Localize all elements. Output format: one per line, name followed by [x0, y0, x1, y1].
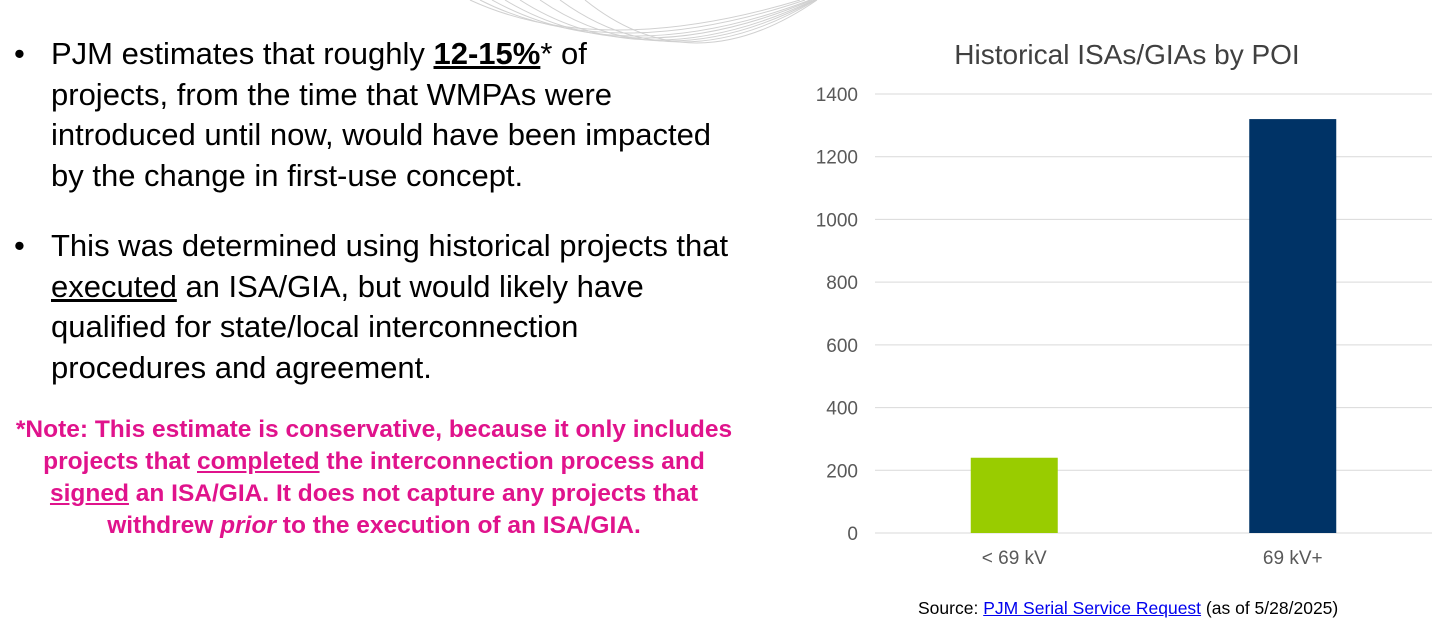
source-link[interactable]: PJM Serial Service Request [983, 598, 1202, 618]
bullet-dot: • [14, 36, 25, 71]
y-tick-label: 400 [826, 399, 858, 420]
isa-gia-bar-chart: Historical ISAs/GIAs by POI 0 200 400 600 80… [816, 39, 1432, 569]
estimate-percentage: 12-15% [433, 36, 541, 71]
bullet-method-text-end: an ISA/GIA, but would likely have qualif… [51, 268, 644, 385]
y-tick-label: 1400 [816, 85, 858, 106]
bullet-method: • This was determined using historical p… [14, 226, 734, 388]
note-emphasis-completed: completed [197, 448, 320, 475]
bullet-list: • PJM estimates that roughly 12-15%* of … [14, 34, 734, 418]
gridlines [875, 93, 1432, 534]
x-axis-ticks: < 69 kV 69 kV+ [982, 548, 1323, 569]
bullet-estimate: • PJM estimates that roughly 12-15%* of … [14, 34, 734, 196]
note-emphasis-prior: prior [220, 512, 276, 539]
source-prefix: Source: [918, 598, 984, 618]
y-tick-label: 600 [826, 336, 858, 357]
bullet-method-text-start: This was determined using historical pro… [51, 228, 729, 263]
bullet-estimate-text-rest: projects, from the time that WMPAs were … [51, 76, 712, 193]
y-tick-label: 0 [847, 524, 858, 545]
bullet-method-emphasis: executed [51, 268, 177, 304]
note-text-1: *Note: This estimate is conservative, be… [15, 416, 733, 475]
note-text-3: an ISA/GIA. It does not capture any proj… [107, 480, 698, 539]
x-tick-label: < 69 kV [982, 548, 1047, 569]
y-tick-label: 1000 [816, 210, 858, 231]
note-emphasis-signed: signed [49, 480, 129, 507]
x-tick-label: 69 kV+ [1263, 548, 1323, 569]
bullet-estimate-text-start: PJM estimates that roughly [51, 36, 434, 71]
bar-1 [970, 457, 1058, 533]
y-axis-ticks: 0 200 400 600 800 1000 1200 1400 [816, 85, 858, 545]
conservative-estimate-note: *Note: This estimate is conservative, be… [10, 414, 738, 542]
note-text-2: the interconnection process and [319, 448, 705, 475]
y-tick-label: 200 [826, 461, 858, 482]
source-citation: Source: PJM Serial Service Request (as o… [918, 598, 1338, 619]
note-text-4: to the execution of an ISA/GIA. [275, 512, 641, 539]
bullet-dot: • [14, 228, 25, 263]
bars [970, 119, 1337, 533]
chart-title: Historical ISAs/GIAs by POI [954, 39, 1299, 70]
bullet-estimate-asterisk: * of [540, 36, 587, 71]
source-suffix: (as of 5/28/2025) [1201, 598, 1339, 618]
y-tick-label: 1200 [816, 148, 858, 169]
y-tick-label: 800 [826, 273, 858, 294]
bar-2 [1249, 119, 1337, 533]
